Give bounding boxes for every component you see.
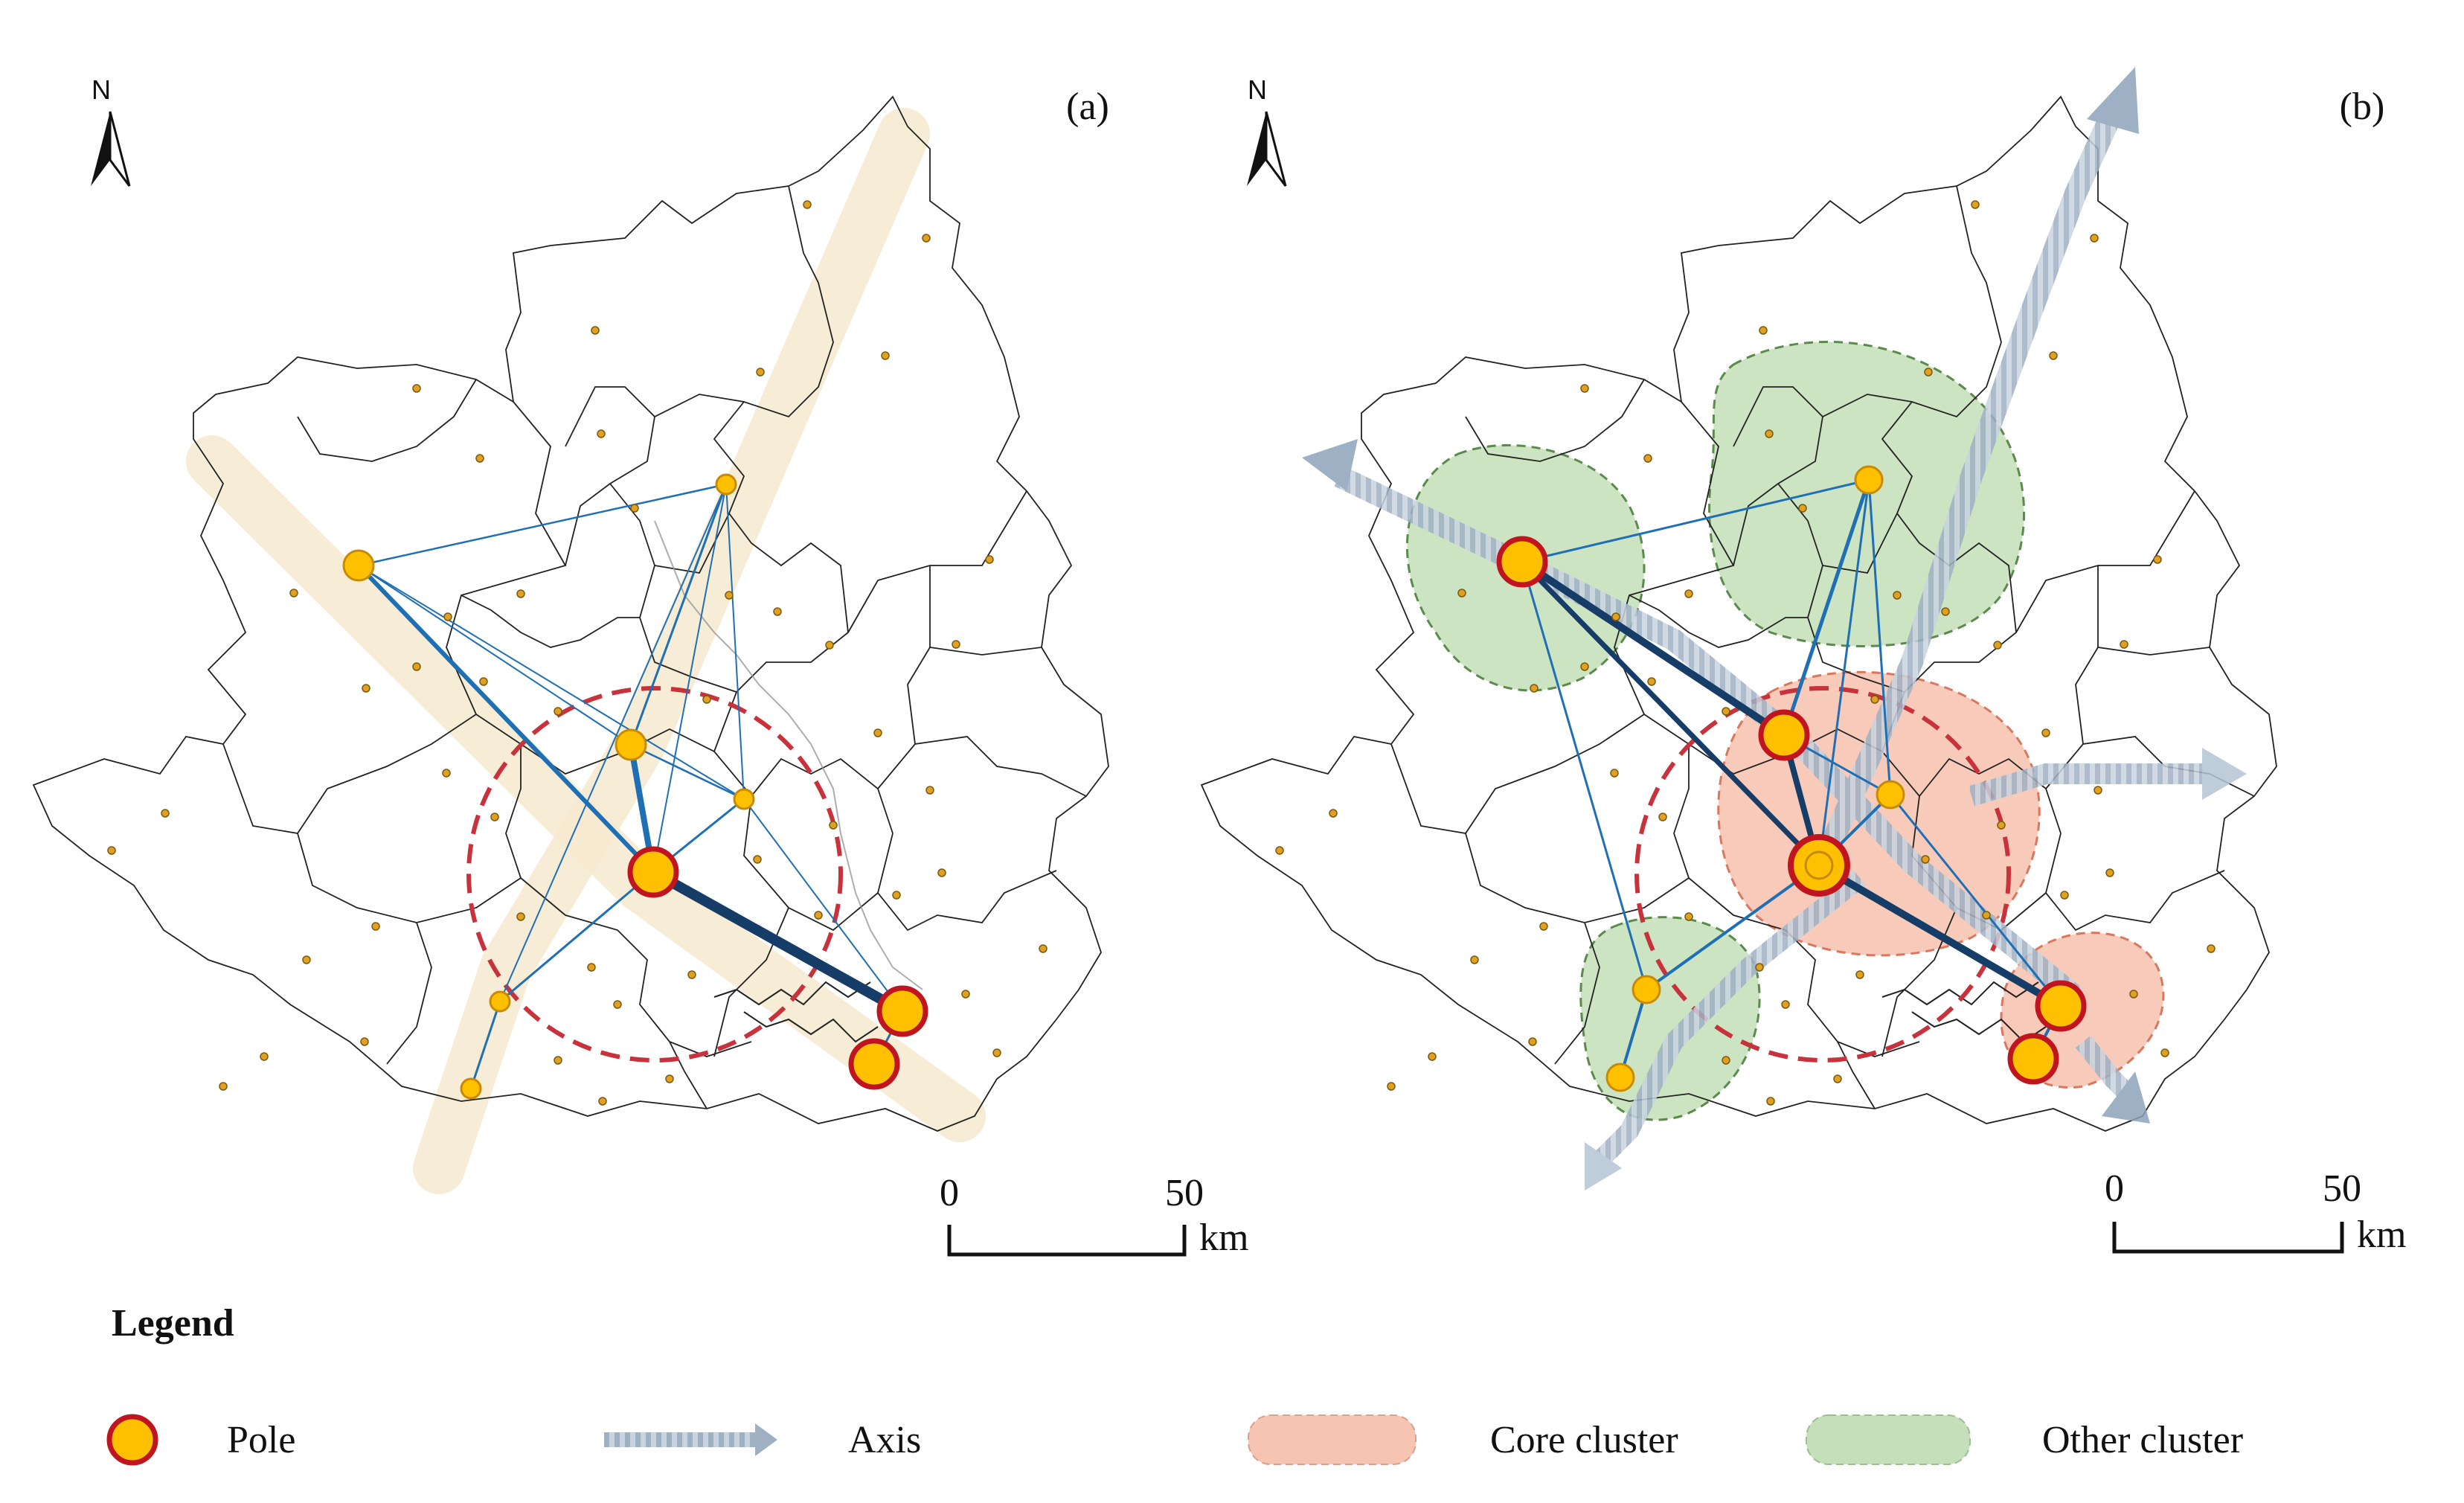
node: [489, 990, 511, 1013]
core-ring: [466, 686, 843, 1063]
pole-points: [1496, 536, 2087, 1085]
legend-item-axis: Axis: [604, 1419, 921, 1461]
network-links: [356, 483, 905, 1089]
svg-text:km: km: [1199, 1217, 1248, 1259]
pole-points: [627, 846, 928, 1090]
legend-item-pole: Pole: [106, 1414, 295, 1466]
legend-item-core-cluster: Core cluster: [1248, 1414, 1678, 1465]
panel-label-a: (a): [1066, 86, 1109, 128]
pole: [876, 985, 928, 1037]
north-arrow-b: N: [1247, 74, 1287, 187]
pole-inner: [1804, 850, 1834, 880]
svg-text:0: 0: [2105, 1167, 2124, 1210]
pole: [2007, 1033, 2059, 1085]
node: [1854, 465, 1884, 495]
pole-symbol: [106, 1414, 158, 1466]
svg-text:N: N: [1248, 74, 1267, 105]
county-boundaries: [1200, 95, 2277, 1132]
svg-text:Core cluster: Core cluster: [1490, 1419, 1678, 1461]
node: [715, 473, 737, 496]
pole: [848, 1038, 900, 1090]
node-points: [342, 473, 755, 1100]
svg-text:Axis: Axis: [848, 1419, 921, 1461]
town-points: [107, 200, 1047, 1106]
core-ring: [1634, 686, 2011, 1063]
scale-bar-b: 0 50 km: [2105, 1167, 2406, 1256]
region-outline: [1200, 95, 2277, 1132]
node: [615, 728, 647, 761]
county-boundaries: [32, 95, 1109, 1132]
pole: [627, 846, 679, 898]
node: [342, 549, 375, 582]
svg-text:50: 50: [1165, 1172, 1204, 1214]
legend-title: Legend: [112, 1302, 234, 1345]
region-outline: [32, 95, 1109, 1132]
scale-bar-a: 0 50 km: [940, 1172, 1248, 1259]
development-axes: [1302, 67, 2247, 1190]
node: [1605, 1063, 1635, 1092]
node-points: [1605, 465, 1905, 1092]
svg-text:km: km: [2357, 1214, 2406, 1256]
town-points: [1275, 200, 2216, 1106]
development-corridors: [186, 108, 986, 1194]
svg-text:Other cluster: Other cluster: [2042, 1419, 2243, 1461]
svg-text:Pole: Pole: [227, 1419, 295, 1461]
pole: [2035, 980, 2087, 1032]
panel-b: N (b) 0 50 km: [1200, 67, 2406, 1256]
north-arrow-a: N: [91, 74, 131, 187]
node: [1876, 780, 1905, 810]
svg-text:50: 50: [2323, 1167, 2361, 1210]
pole: [1758, 709, 1810, 761]
svg-text:N: N: [92, 74, 111, 105]
pole: [1496, 536, 1548, 588]
panel-a: N (a) 0 50 km: [32, 74, 1248, 1259]
node: [1632, 975, 1661, 1004]
legend: Legend Pole Axis Core cluster Other clus…: [106, 1302, 2243, 1466]
legend-item-other-cluster: Other cluster: [1806, 1414, 2243, 1465]
svg-text:0: 0: [940, 1172, 959, 1214]
panel-label-b: (b): [2340, 86, 2385, 128]
node: [733, 788, 755, 810]
node: [460, 1077, 482, 1100]
